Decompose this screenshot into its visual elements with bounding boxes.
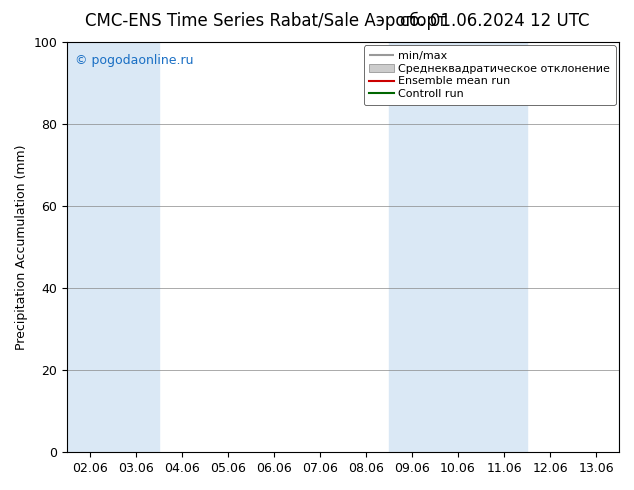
Text: сб. 01.06.2024 12 UTC: сб. 01.06.2024 12 UTC <box>400 12 589 30</box>
Y-axis label: Precipitation Accumulation (mm): Precipitation Accumulation (mm) <box>15 145 28 350</box>
Text: CMC-ENS Time Series Rabat/Sale Аэропорт: CMC-ENS Time Series Rabat/Sale Аэропорт <box>86 12 447 30</box>
Legend: min/max, Среднеквадратическое отклонение, Ensemble mean run, Controll run: min/max, Среднеквадратическое отклонение… <box>364 46 616 105</box>
Bar <box>113 42 159 452</box>
Bar <box>389 42 527 452</box>
Bar <box>619 42 634 452</box>
Text: © pogodaonline.ru: © pogodaonline.ru <box>75 54 194 67</box>
Bar <box>67 42 113 452</box>
